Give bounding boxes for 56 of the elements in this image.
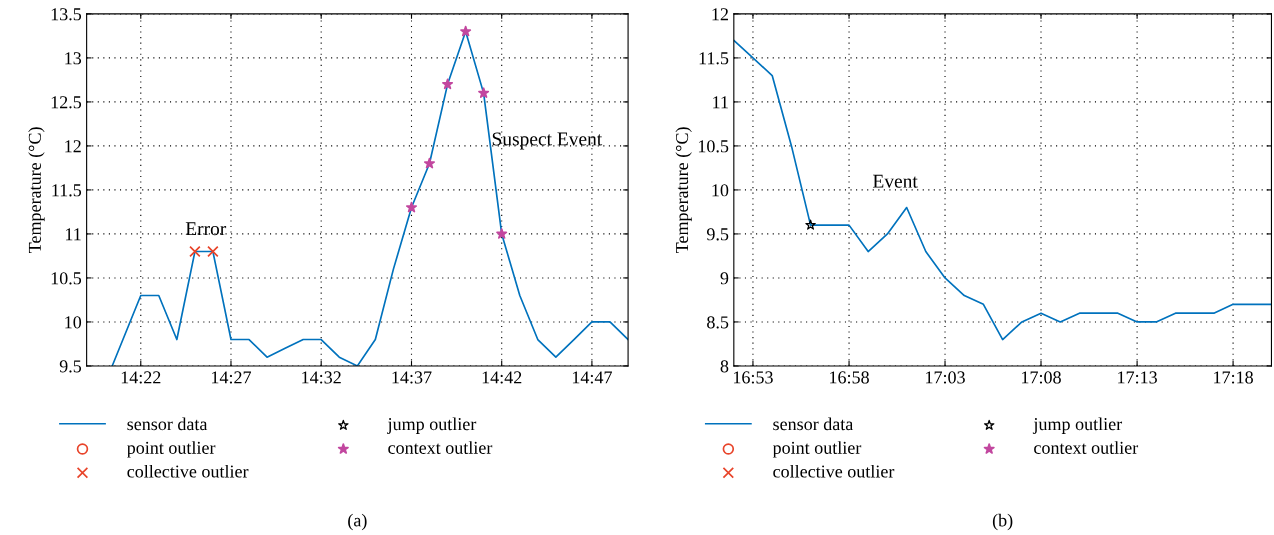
y-tick-label: 13.5 [51,8,82,21]
annotation: Suspect Event [492,132,603,150]
legend-label: jump outlier [1032,417,1123,434]
y-axis-title: Temperature (°C) [675,127,692,253]
y-tick-label: 9.5 [706,228,729,241]
y-tick-label: 9 [720,272,729,285]
y-axis-title: Temperature (°C) [28,127,45,253]
y-tick-label: 8.5 [707,316,729,329]
point [423,157,435,169]
x-tick-label: 14:32 [302,371,341,384]
legend-label: context outlier [388,441,493,454]
x-tick-label: 16:58 [830,371,869,384]
y-tick-label: 13 [65,52,82,65]
x-tick-label: 14:22 [121,371,161,384]
y-tick-label: 10 [65,316,82,329]
y-tick-label: 11.5 [699,52,729,65]
y-tick-label: 11 [65,228,81,241]
point [496,228,508,239]
legend-label: sensor data [773,417,854,431]
annotation: Error [185,222,227,236]
point [478,87,490,98]
legend-label: point outlier [772,441,862,458]
line-series [733,39,1272,341]
y-tick-label: 10.5 [51,272,82,285]
point [405,201,418,213]
y-tick-label: 10.5 [698,140,729,153]
legend-label: collective outlier [773,464,895,478]
x-tick-label: 17:08 [1022,371,1061,384]
x-tick-label: 14:37 [392,371,432,384]
point [189,245,201,258]
y-tick-label: 10 [712,184,729,197]
legend-label: jump outlier [387,417,477,434]
point [207,245,219,258]
point [460,25,472,37]
y-tick-label: 9.5 [59,360,82,373]
x-tick-label: 17:03 [926,371,965,384]
text: (a) [348,513,367,531]
y-tick-label: 12 [65,140,81,153]
y-tick-label: 12.5 [51,96,82,109]
text: (b) [992,513,1013,531]
x-tick-label: 16:53 [733,371,773,384]
x-tick-label: 17:18 [1214,371,1253,384]
x-tick-label: 14:42 [482,371,522,384]
y-tick-label: 11.5 [52,184,82,197]
x-tick-label: 14:47 [572,371,612,384]
annotation: Event [872,174,918,188]
legend-label: collective outlier [127,464,249,478]
point [442,78,454,90]
y-tick-label: 11 [713,96,728,109]
x-tick-label: 17:13 [1118,371,1157,384]
y-tick-label: 8 [720,360,729,373]
x-tick-label: 14:27 [212,371,252,384]
legend-label: context outlier [1034,441,1139,454]
legend-label: point outlier [127,441,216,458]
legend-label: sensor data [127,417,208,431]
y-tick-label: 12 [712,8,728,21]
